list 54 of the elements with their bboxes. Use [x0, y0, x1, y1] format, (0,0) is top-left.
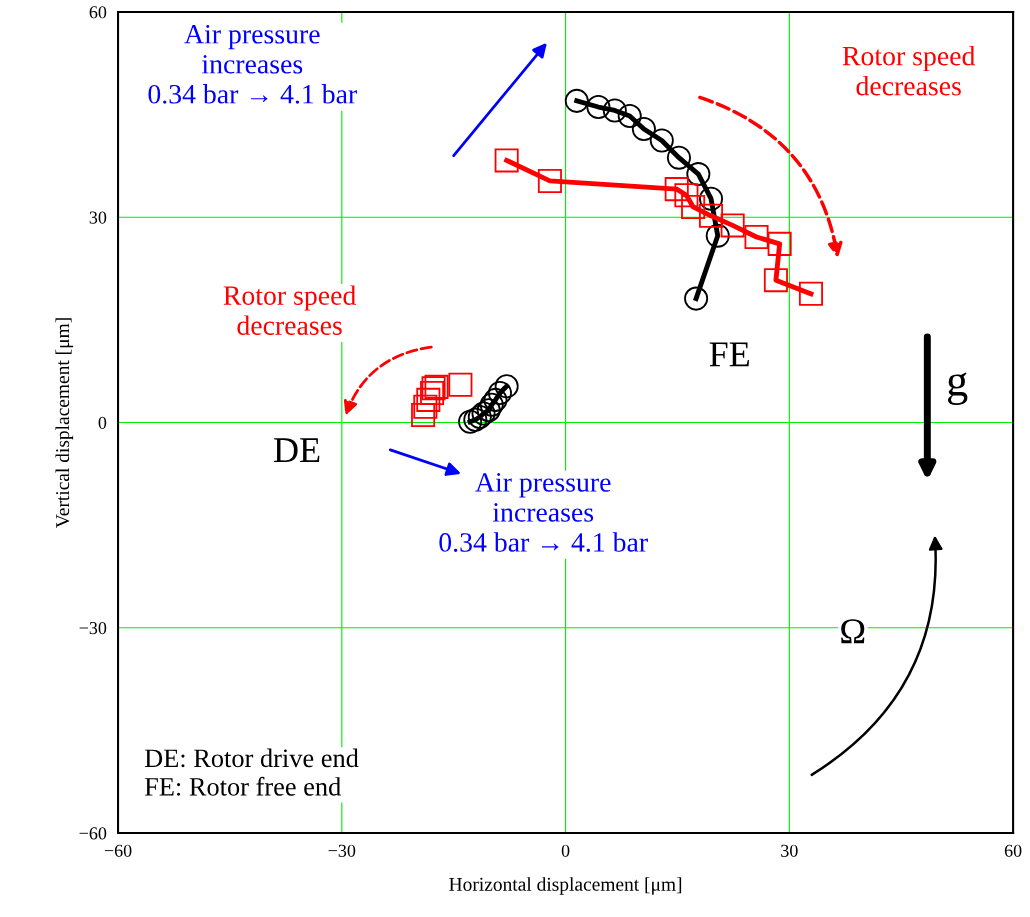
annotation: Rotor speed decreases — [842, 45, 976, 96]
point — [649, 128, 674, 153]
annotation: FE — [709, 342, 749, 367]
x-tick-label: −60 — [104, 844, 132, 857]
point — [494, 148, 519, 173]
point — [420, 381, 445, 406]
x-tick-label: −30 — [328, 844, 356, 857]
y-tick-label: 30 — [89, 211, 107, 224]
point — [458, 409, 483, 434]
point — [699, 203, 724, 228]
y-tick-label: −30 — [79, 621, 107, 635]
point — [666, 145, 691, 170]
annotation: Air pressure increases 0.34 bar → 4.1 bar — [148, 24, 357, 104]
annotation: DE: Rotor drive end FE: Rotor free end — [144, 748, 359, 796]
point — [684, 286, 709, 311]
point — [744, 225, 769, 250]
x-tick-label: 60 — [1004, 844, 1022, 857]
x-tick-label: 30 — [781, 844, 798, 857]
point — [448, 372, 473, 397]
x-tick-label: 0 — [561, 844, 570, 857]
y-axis-title: Vertical displacement [μm] — [55, 318, 74, 528]
point — [494, 374, 519, 399]
annotation: g — [947, 372, 968, 405]
point — [416, 387, 441, 412]
point — [681, 194, 706, 219]
point — [413, 394, 438, 419]
y-tick-label: 0 — [98, 416, 107, 429]
point — [564, 88, 589, 113]
annotation: DE — [274, 438, 320, 463]
point — [763, 268, 788, 293]
point — [586, 95, 611, 120]
point — [705, 223, 730, 248]
point — [798, 281, 823, 306]
point — [664, 177, 689, 202]
point — [617, 103, 642, 128]
point — [483, 387, 508, 412]
annotation: Ω — [841, 619, 865, 644]
point — [479, 392, 504, 417]
point — [537, 168, 562, 193]
point — [674, 183, 699, 208]
point — [476, 398, 501, 423]
annotation: Rotor speed decreases — [223, 285, 356, 335]
point — [602, 98, 627, 123]
point — [699, 186, 724, 211]
point — [686, 162, 711, 187]
point — [767, 231, 792, 256]
y-tick-label: −60 — [79, 827, 107, 840]
point — [720, 213, 745, 238]
x-axis-title: Horizontal displacement [μm] — [449, 877, 682, 895]
annotation: Air pressure increases 0.34 bar → 4.1 bar — [439, 473, 648, 552]
point — [411, 402, 436, 427]
point — [487, 381, 512, 406]
point — [631, 116, 656, 141]
y-tick-label: 60 — [89, 6, 107, 19]
